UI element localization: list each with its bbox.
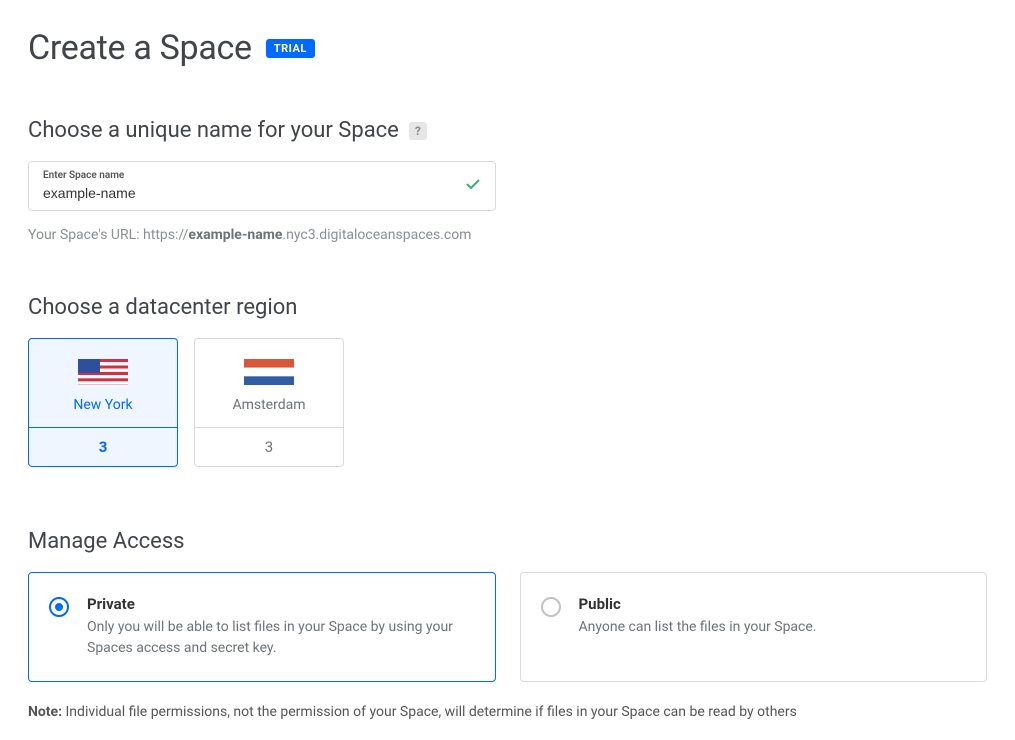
us-flag-icon [78, 359, 128, 385]
region-code: 3 [29, 427, 177, 466]
page-title: Create a Space [28, 28, 252, 68]
url-prefix: Your Space's URL: https:// [28, 227, 188, 243]
space-name-input[interactable] [43, 185, 451, 201]
radio-icon [541, 597, 561, 617]
region-section-heading: Choose a datacenter region [28, 295, 987, 320]
note-text: Individual file permissions, not the per… [62, 704, 797, 720]
nl-flag-icon [244, 359, 294, 385]
access-section-heading: Manage Access [28, 529, 987, 554]
space-url-preview: Your Space's URL: https://example-name.n… [28, 225, 987, 245]
region-cards: New York 3 Amsterdam 3 [28, 338, 987, 467]
name-section-heading: Choose a unique name for your Space ? [28, 118, 987, 143]
region-card-amsterdam[interactable]: Amsterdam 3 [194, 338, 344, 467]
region-card-new-york[interactable]: New York 3 [28, 338, 178, 467]
region-code: 3 [195, 427, 343, 466]
trial-badge: TRIAL [266, 39, 315, 58]
access-card-public[interactable]: Public Anyone can list the files in your… [520, 572, 988, 682]
help-icon[interactable]: ? [409, 122, 427, 140]
access-desc: Only you will be able to list files in y… [87, 617, 475, 659]
region-label: Amsterdam [232, 397, 305, 413]
space-name-label: Enter Space name [43, 170, 451, 181]
access-card-private[interactable]: Private Only you will be able to list fi… [28, 572, 496, 682]
note-label: Note: [28, 704, 62, 720]
region-label: New York [73, 397, 132, 413]
url-suffix: .nyc3.digitaloceanspaces.com [282, 227, 471, 243]
access-note: Note: Individual file permissions, not t… [28, 704, 987, 720]
space-name-field[interactable]: Enter Space name [28, 161, 496, 211]
access-title: Public [579, 595, 967, 613]
access-title: Private [87, 595, 475, 613]
radio-icon [49, 597, 69, 617]
url-name: example-name [188, 227, 282, 243]
checkmark-icon [465, 176, 481, 196]
name-heading-text: Choose a unique name for your Space [28, 118, 399, 143]
access-desc: Anyone can list the files in your Space. [579, 617, 967, 638]
access-cards: Private Only you will be able to list fi… [28, 572, 987, 682]
